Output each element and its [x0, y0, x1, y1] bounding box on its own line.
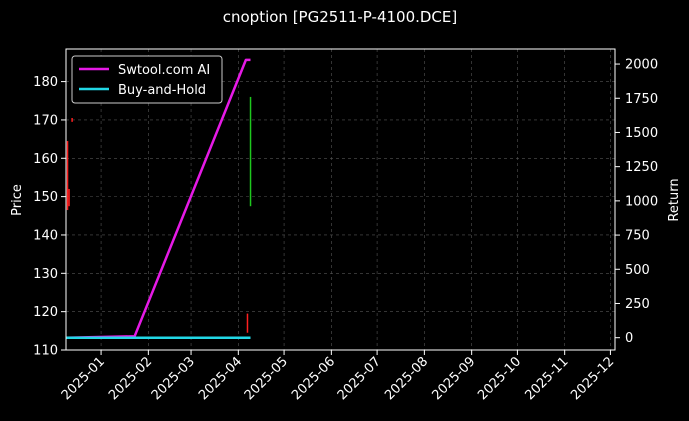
- plot-frame: [65, 48, 616, 351]
- return-series: [65, 58, 251, 339]
- y-tick-label: 150: [33, 190, 58, 205]
- y-tick-label: 180: [33, 75, 58, 90]
- y-tick-label: 160: [33, 152, 58, 167]
- y2-tick-label: 1750: [625, 92, 658, 107]
- legend-box: [71, 55, 223, 104]
- y2-tick-label: 500: [625, 263, 650, 278]
- y2-tick-label: 2000: [625, 58, 658, 73]
- y2-tick-label: 1250: [625, 160, 658, 175]
- legend-label-swtool: Swtool.com AI: [118, 63, 210, 78]
- y2-axis-label: Return: [667, 178, 682, 221]
- y-tick-label: 110: [33, 344, 58, 359]
- y-tick-label: 170: [33, 113, 58, 128]
- y-axis-label: Price: [10, 184, 25, 216]
- y-tick-label: 120: [33, 305, 58, 320]
- legend-label-buy-and-hold: Buy-and-Hold: [118, 83, 206, 98]
- y2-tick-label: 0: [625, 331, 633, 346]
- y2-tick-label: 1000: [625, 194, 658, 209]
- y-tick-label: 130: [33, 267, 58, 282]
- chart-title: cnoption [PG2511-P-4100.DCE]: [223, 8, 458, 26]
- legend: Swtool.com AI Buy-and-Hold: [71, 55, 223, 104]
- y2-tick-label: 750: [625, 229, 650, 244]
- y2-tick-label: 1500: [625, 126, 658, 141]
- y2-tick-label: 250: [625, 297, 650, 312]
- price-candles: [66, 96, 252, 333]
- y-tick-label: 140: [33, 228, 58, 243]
